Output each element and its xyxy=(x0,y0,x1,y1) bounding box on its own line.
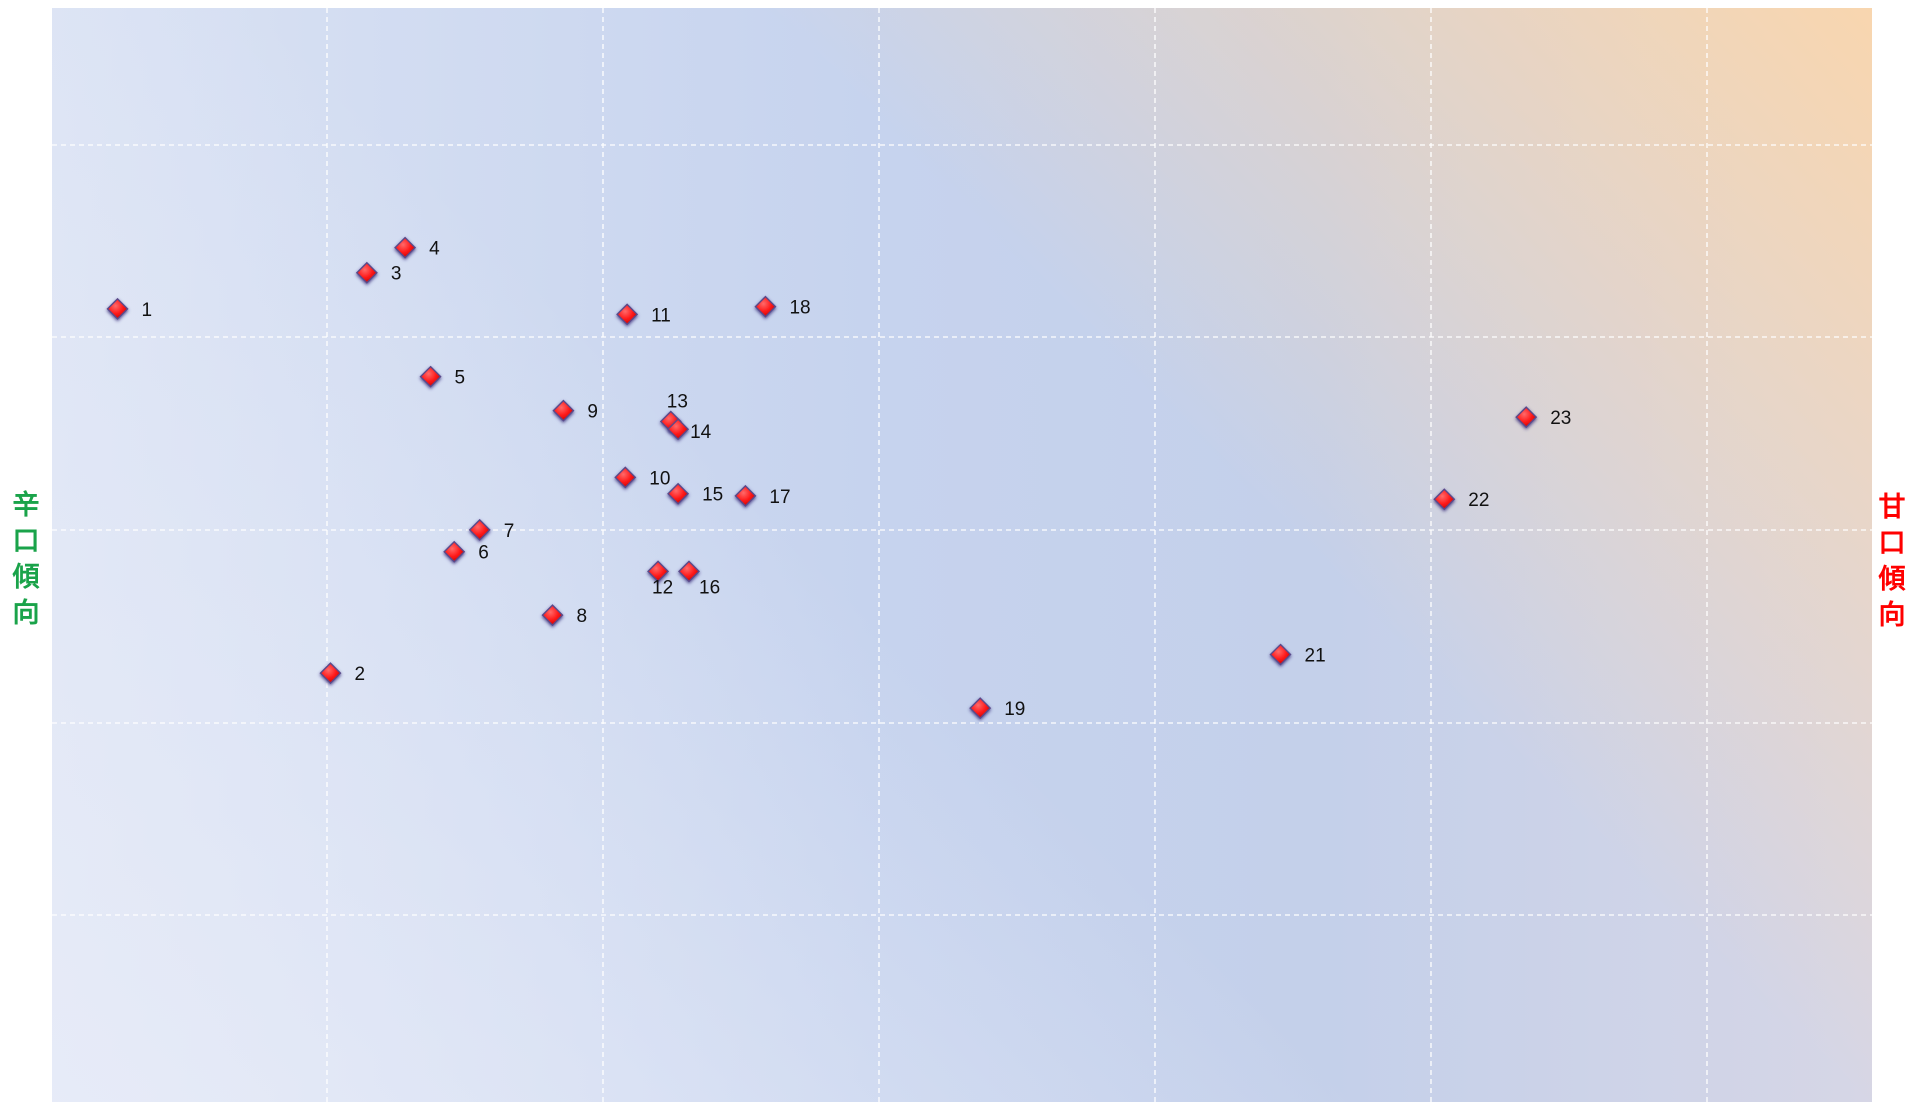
data-point-label-12: 12 xyxy=(652,577,673,598)
data-point-marker-22 xyxy=(1433,488,1456,511)
data-point-label-8: 8 xyxy=(577,606,588,627)
data-point-label-5: 5 xyxy=(455,368,466,389)
data-points xyxy=(106,236,1538,720)
data-point-marker-1 xyxy=(106,297,129,320)
data-point-label-4: 4 xyxy=(429,239,440,260)
data-point-label-21: 21 xyxy=(1305,646,1326,667)
data-point-label-3: 3 xyxy=(391,264,402,285)
data-point-label-9: 9 xyxy=(587,402,598,423)
data-point-marker-14 xyxy=(667,418,690,441)
data-point-marker-16 xyxy=(678,560,700,583)
data-point-label-6: 6 xyxy=(478,543,489,564)
data-point-marker-21 xyxy=(1269,643,1292,666)
data-point-marker-15 xyxy=(667,482,690,505)
data-point-marker-9 xyxy=(552,399,575,422)
data-point-label-14: 14 xyxy=(690,422,712,443)
data-point-label-11: 11 xyxy=(651,305,671,326)
data-point-marker-4 xyxy=(394,236,417,259)
data-point-marker-3 xyxy=(355,261,378,284)
data-point-label-1: 1 xyxy=(142,300,153,321)
data-point-label-19: 19 xyxy=(1004,699,1025,720)
data-point-label-2: 2 xyxy=(354,664,365,685)
dry-tendency-label: 辛口傾向 xyxy=(12,490,40,629)
data-point-marker-6 xyxy=(443,540,466,563)
data-point-label-23: 23 xyxy=(1550,408,1571,429)
data-point-marker-17 xyxy=(734,484,757,507)
grid-lines xyxy=(52,8,1872,1102)
data-point-label-13: 13 xyxy=(667,392,688,413)
data-point-marker-2 xyxy=(319,662,342,685)
data-point-marker-12 xyxy=(647,560,670,583)
data-point-marker-19 xyxy=(969,697,992,720)
data-point-label-22: 22 xyxy=(1468,490,1489,511)
data-point-marker-5 xyxy=(419,365,442,388)
data-point-label-10: 10 xyxy=(649,468,670,489)
data-point-marker-7 xyxy=(468,518,491,541)
data-point-label-17: 17 xyxy=(769,487,790,508)
data-point-label-15: 15 xyxy=(702,485,723,506)
data-point-label-16: 16 xyxy=(699,577,720,598)
data-point-label-18: 18 xyxy=(789,298,810,319)
sweet-tendency-label: 甘口傾向 xyxy=(1878,492,1906,631)
data-point-marker-8 xyxy=(541,604,564,627)
data-point-marker-11 xyxy=(616,303,639,326)
data-point-marker-18 xyxy=(754,295,777,318)
data-point-label-7: 7 xyxy=(504,521,515,542)
data-point-marker-10 xyxy=(614,466,637,489)
data-point-marker-23 xyxy=(1515,406,1538,429)
plot-background xyxy=(52,8,1872,1102)
